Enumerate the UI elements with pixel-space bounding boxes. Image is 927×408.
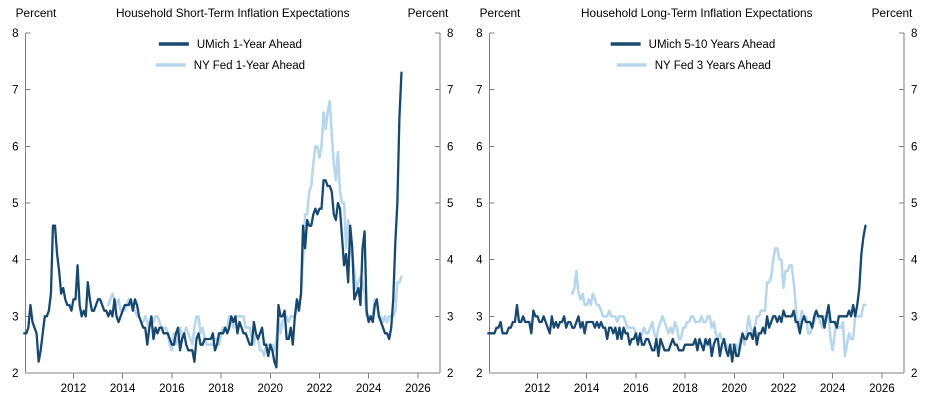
plot-area: 2 2 3 3 4 4 5 5 6 6 7 7 8 8 2012 2014 2016 2018 2020 2022 20… — [12, 28, 454, 395]
y-tick-label-right: 8 — [447, 28, 453, 40]
x-tick-label: 2018 — [208, 383, 234, 395]
legend-label: NY Fed 1-Year Ahead — [194, 60, 305, 72]
legend-label: UMich 5-10 Years Ahead — [648, 39, 775, 51]
y-tick-label-left: 6 — [476, 141, 482, 153]
plot-area: 2 2 3 3 4 4 5 5 6 6 7 7 8 8 2012 2014 2016 2018 2020 2022 20… — [476, 28, 918, 395]
series-line-umich-1-year-ahead — [23, 71, 403, 369]
y-tick-label-right: 5 — [447, 198, 453, 210]
y-tick-label-left: 4 — [476, 255, 483, 267]
long-term-chart-canvas: Percent Household Long-Term Inflation Ex… — [476, 6, 918, 395]
legend-label: NY Fed 3 Years Ahead — [654, 60, 770, 72]
y-tick-label-left: 7 — [476, 85, 482, 97]
y-tick-label-right: 2 — [447, 368, 453, 380]
y-tick-label-left: 8 — [476, 28, 482, 40]
y-tick-label-right: 8 — [911, 28, 917, 40]
short-term-panel: Percent Household Short-Term Inflation E… — [12, 6, 454, 395]
y-tick-label-right: 3 — [911, 311, 917, 323]
series-line-ny-fed-3-years-ahead — [570, 247, 867, 358]
long-term-panel: Percent Household Long-Term Inflation Ex… — [464, 0, 927, 408]
unit-label-left: Percent — [479, 6, 520, 20]
y-tick-label-left: 5 — [12, 198, 18, 210]
series-line-umich-5-10-years-ahead — [486, 224, 867, 363]
x-tick-label: 2022 — [307, 383, 333, 395]
x-tick-label: 2016 — [623, 383, 649, 395]
x-tick-label: 2012 — [524, 383, 550, 395]
unit-label-right: Percent — [871, 6, 912, 20]
short-term-chart-canvas: Percent Household Short-Term Inflation E… — [12, 6, 454, 395]
x-tick-label: 2014 — [573, 383, 599, 395]
y-tick-label-right: 6 — [447, 141, 453, 153]
y-tick-label-left: 3 — [476, 311, 482, 323]
chart-title: Household Long-Term Inflation Expectatio… — [581, 6, 813, 20]
y-tick-label-left: 5 — [476, 198, 482, 210]
x-tick-label: 2016 — [159, 383, 185, 395]
y-tick-label-right: 6 — [911, 141, 917, 153]
x-tick-label: 2018 — [672, 383, 698, 395]
y-tick-label-left: 7 — [12, 85, 18, 97]
y-tick-label-left: 2 — [12, 368, 18, 380]
y-tick-label-left: 4 — [12, 255, 19, 267]
x-tick-label: 2020 — [721, 383, 747, 395]
y-tick-label-right: 7 — [447, 85, 453, 97]
y-tick-label-left: 8 — [12, 28, 18, 40]
x-tick-label: 2012 — [61, 383, 87, 395]
y-tick-label-left: 2 — [476, 368, 482, 380]
x-tick-label: 2014 — [110, 383, 136, 395]
y-tick-label-right: 5 — [911, 198, 917, 210]
y-tick-label-left: 6 — [12, 141, 18, 153]
chart-title: Household Short-Term Inflation Expectati… — [116, 6, 350, 20]
unit-label-left: Percent — [16, 6, 57, 20]
y-tick-label-left: 3 — [12, 311, 18, 323]
x-tick-label: 2022 — [770, 383, 796, 395]
y-tick-label-right: 4 — [911, 255, 918, 267]
x-tick-label: 2026 — [405, 383, 431, 395]
unit-label-right: Percent — [408, 6, 449, 20]
y-tick-label-right: 7 — [911, 85, 917, 97]
x-tick-label: 2024 — [819, 383, 845, 395]
y-tick-label-right: 3 — [447, 311, 453, 323]
x-tick-label: 2026 — [869, 383, 895, 395]
y-tick-label-right: 4 — [447, 255, 454, 267]
x-tick-label: 2024 — [356, 383, 382, 395]
legend-label: UMich 1-Year Ahead — [197, 39, 302, 51]
x-tick-label: 2020 — [257, 383, 283, 395]
y-tick-label-right: 2 — [911, 368, 917, 380]
